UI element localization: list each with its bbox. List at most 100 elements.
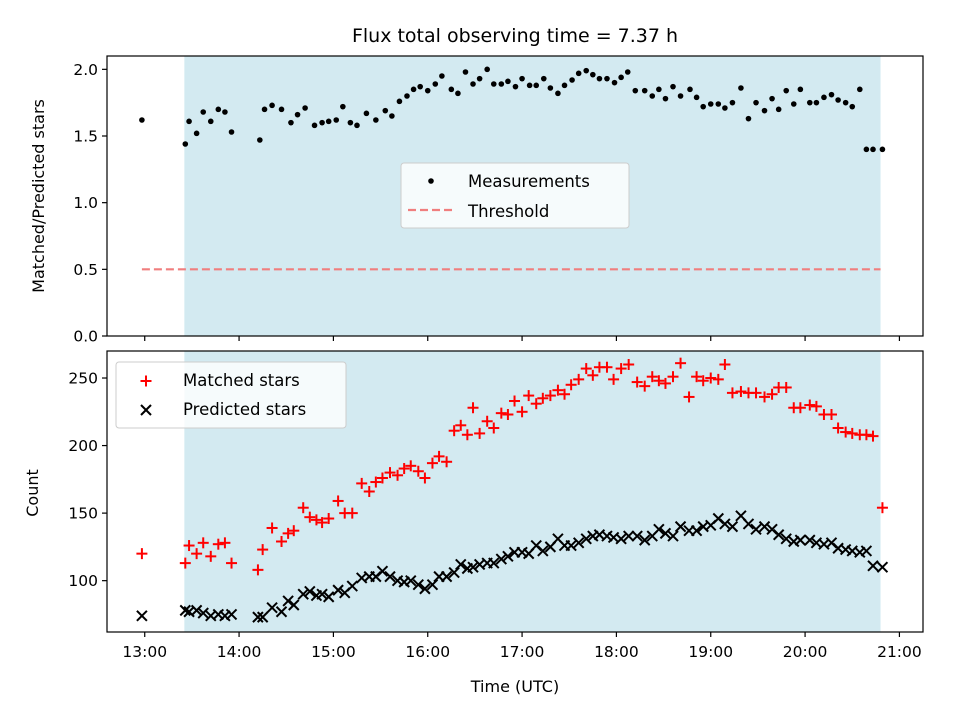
predicted-star-point	[190, 604, 203, 617]
ratio-ytick-label: 0.5	[73, 261, 98, 279]
measurement-point	[200, 109, 207, 115]
measurement-point	[540, 75, 547, 82]
predicted-star-point	[572, 537, 585, 549]
predicted-star-point	[467, 561, 479, 573]
predicted-star-point	[622, 530, 635, 542]
predicted-star-marker-b	[690, 524, 703, 537]
predicted-star-marker-b	[766, 523, 778, 536]
matched-star-point	[623, 359, 635, 371]
matched-star-point	[653, 375, 665, 387]
matched-star-point	[276, 535, 288, 547]
predicted-star-marker-b	[697, 520, 709, 533]
predicted-star-point	[639, 534, 651, 546]
measurement-point	[790, 101, 797, 107]
predicted-star-marker-b	[332, 584, 344, 596]
chart-title: Flux total observing time = 7.37 h	[352, 25, 678, 47]
measurement-point	[207, 118, 214, 125]
matched-star-point	[288, 525, 300, 537]
predicted-star-point	[742, 518, 755, 530]
predicted-star-point	[455, 558, 467, 571]
xtick-label: 13:00	[122, 643, 167, 661]
predicted-star-point	[502, 550, 514, 563]
predicted-star-marker-b	[473, 558, 486, 571]
predicted-star-marker-b	[552, 533, 564, 545]
matched-star-point	[705, 372, 717, 384]
ratio-series-measurements	[139, 66, 886, 153]
predicted-star-marker-b	[322, 591, 335, 603]
predicted-star-marker-b	[674, 520, 687, 533]
predicted-star-marker-b	[256, 611, 269, 623]
predicted-star-marker-b	[346, 580, 358, 592]
matched-star-point	[419, 472, 431, 484]
measurement-point	[569, 77, 575, 83]
predicted-star-point	[440, 570, 453, 583]
predicted-star-point	[225, 608, 238, 621]
count-ytick-label: 150	[68, 505, 98, 523]
matched-star-point	[376, 472, 388, 484]
predicted-star-marker-b	[867, 560, 879, 572]
matched-star-point	[860, 429, 872, 441]
measurement-point	[278, 106, 285, 113]
predicted-star-point	[288, 599, 300, 611]
predicted-star-marker-b	[726, 520, 739, 533]
matched-star-point	[697, 375, 709, 387]
measurement-point	[424, 87, 431, 94]
predicted-star-point	[659, 527, 672, 540]
xtick-label: 16:00	[405, 643, 450, 661]
measurement-point	[611, 79, 618, 86]
predicted-star-marker-b	[537, 545, 549, 557]
predicted-star-point	[667, 530, 679, 542]
measurement-point	[347, 119, 354, 126]
matched-star-point	[332, 495, 344, 507]
predicted-star-point	[304, 585, 316, 598]
measurement-point	[448, 86, 455, 93]
predicted-star-marker-b	[252, 611, 264, 623]
measurement-point	[715, 101, 722, 107]
predicted-star-point	[804, 534, 816, 546]
predicted-star-marker-b	[384, 570, 396, 583]
predicted-star-marker-b	[758, 520, 771, 533]
predicted-star-point	[867, 560, 879, 572]
matched-star-point	[608, 373, 620, 385]
matched-star-point	[488, 422, 500, 434]
matched-star-point	[474, 427, 486, 439]
time-axis-label: Time (UTC)	[470, 677, 559, 696]
predicted-star-marker-b	[419, 583, 431, 595]
measurement-point	[775, 106, 782, 113]
predicted-star-marker-b	[659, 527, 672, 540]
matched-star-point	[461, 429, 473, 441]
matched-star-point	[363, 486, 375, 497]
measurement-point	[439, 73, 445, 79]
legend-measurement-marker	[428, 178, 434, 184]
matched-star-point	[846, 427, 858, 439]
measurement-point	[687, 86, 693, 93]
predicted-star-marker-b	[282, 595, 294, 607]
predicted-star-point	[419, 583, 431, 595]
predicted-star-marker-b	[136, 610, 148, 622]
predicted-star-point	[772, 529, 785, 541]
measurement-point	[261, 106, 268, 113]
predicted-star-point	[565, 539, 577, 552]
matched-star-point	[559, 388, 571, 400]
matched-star-point	[441, 456, 453, 468]
predicted-star-marker-b	[719, 518, 731, 530]
predicted-star-marker-b	[615, 533, 627, 545]
measurement-point	[670, 83, 676, 90]
predicted-star-marker-b	[488, 557, 500, 569]
predicted-star-marker-b	[448, 566, 460, 579]
measurement-point	[813, 99, 820, 106]
predicted-star-marker-b	[804, 534, 816, 546]
matched-star-point	[615, 363, 627, 375]
ratio-ytick-label: 1.0	[73, 194, 98, 212]
legend-predicted-label: Predicted stars	[183, 400, 306, 419]
measurement-point	[432, 81, 439, 87]
predicted-star-point	[537, 545, 549, 557]
matched-star-point	[392, 469, 404, 481]
matched-star-point	[537, 392, 549, 404]
legend-box	[400, 162, 630, 229]
predicted-star-point	[412, 579, 425, 591]
measurement-point	[662, 95, 669, 102]
predicted-star-marker-b	[275, 606, 288, 618]
predicted-star-point	[197, 607, 209, 619]
predicted-star-marker-b	[455, 558, 467, 571]
